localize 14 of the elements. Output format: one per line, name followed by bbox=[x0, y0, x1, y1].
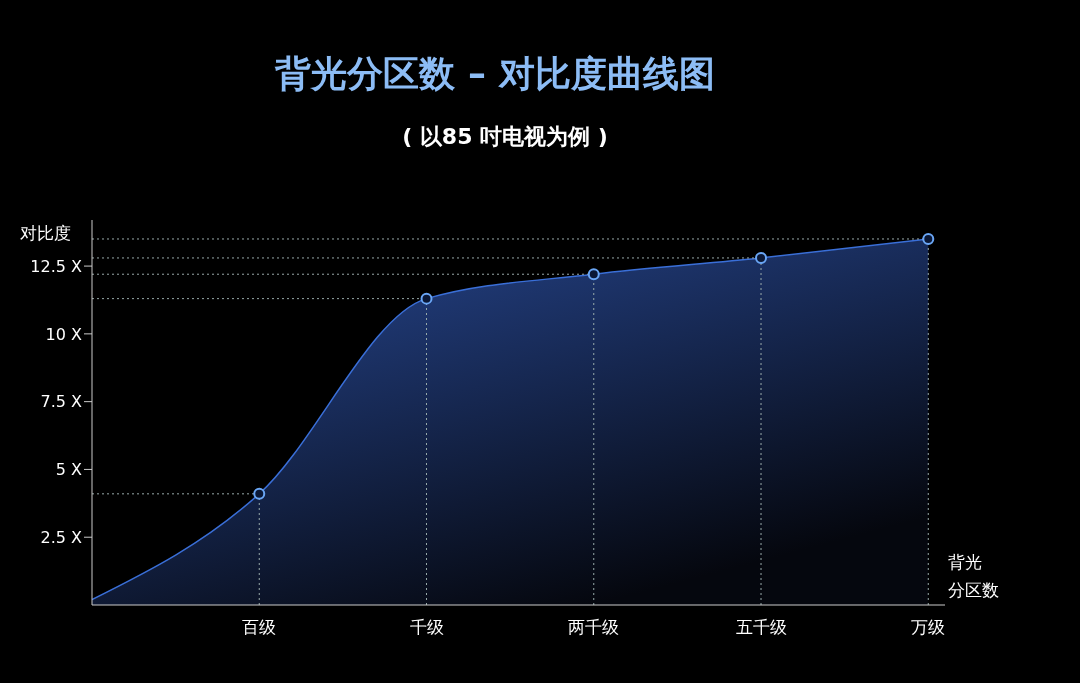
y-tick-label: 12.5 X bbox=[30, 256, 83, 276]
x-tick-label: 两千级 bbox=[568, 617, 620, 638]
y-axis-title: 对比度 bbox=[20, 222, 71, 245]
x-tick-label: 千级 bbox=[409, 617, 444, 638]
x-tick-label: 百级 bbox=[242, 617, 277, 638]
x-axis-title: 背光分区数 bbox=[948, 551, 999, 602]
y-tick-label: 2.5 X bbox=[40, 527, 83, 547]
y-tick-label: 5 X bbox=[55, 460, 83, 480]
y-tick-label: 10 X bbox=[45, 324, 83, 344]
chart-subtitle: ( 以85 吋电视为例 ) bbox=[401, 123, 609, 151]
x-tick-label: 五千级 bbox=[735, 617, 787, 638]
chart-title: 背光分区数 – 对比度曲线图 bbox=[274, 52, 716, 96]
x-tick-label: 万级 bbox=[911, 617, 946, 638]
y-tick-label: 7.5 X bbox=[40, 392, 83, 412]
